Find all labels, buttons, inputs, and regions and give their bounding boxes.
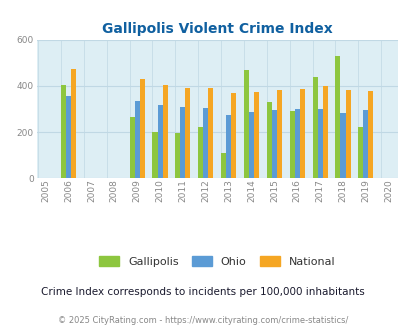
Bar <box>226 115 230 178</box>
Bar <box>134 101 139 178</box>
Bar <box>162 85 167 178</box>
Bar <box>345 90 350 178</box>
Bar <box>185 88 190 178</box>
Bar <box>322 86 327 178</box>
Bar <box>266 102 271 178</box>
Bar <box>180 107 185 178</box>
Bar <box>367 91 373 178</box>
Bar <box>157 105 162 178</box>
Bar <box>243 70 248 178</box>
Bar <box>208 88 213 178</box>
Bar <box>129 117 134 178</box>
Bar <box>175 133 180 178</box>
Bar <box>362 110 367 178</box>
Bar <box>340 113 345 178</box>
Bar <box>152 132 157 178</box>
Bar <box>276 90 281 178</box>
Bar <box>139 79 144 178</box>
Bar <box>299 89 304 178</box>
Text: Crime Index corresponds to incidents per 100,000 inhabitants: Crime Index corresponds to incidents per… <box>41 287 364 297</box>
Bar <box>294 109 299 178</box>
Bar <box>271 110 276 178</box>
Bar <box>312 77 317 178</box>
Bar <box>66 96 71 178</box>
Bar <box>289 111 294 178</box>
Legend: Gallipolis, Ohio, National: Gallipolis, Ohio, National <box>99 256 335 267</box>
Bar <box>230 93 236 178</box>
Text: © 2025 CityRating.com - https://www.cityrating.com/crime-statistics/: © 2025 CityRating.com - https://www.city… <box>58 316 347 325</box>
Bar <box>254 91 258 178</box>
Bar <box>61 85 66 178</box>
Bar <box>335 56 340 178</box>
Bar <box>71 69 76 178</box>
Bar <box>317 109 322 178</box>
Bar <box>203 109 208 178</box>
Bar <box>221 153 226 178</box>
Bar <box>358 127 362 178</box>
Bar <box>198 127 203 178</box>
Title: Gallipolis Violent Crime Index: Gallipolis Violent Crime Index <box>102 22 332 36</box>
Bar <box>248 112 254 178</box>
